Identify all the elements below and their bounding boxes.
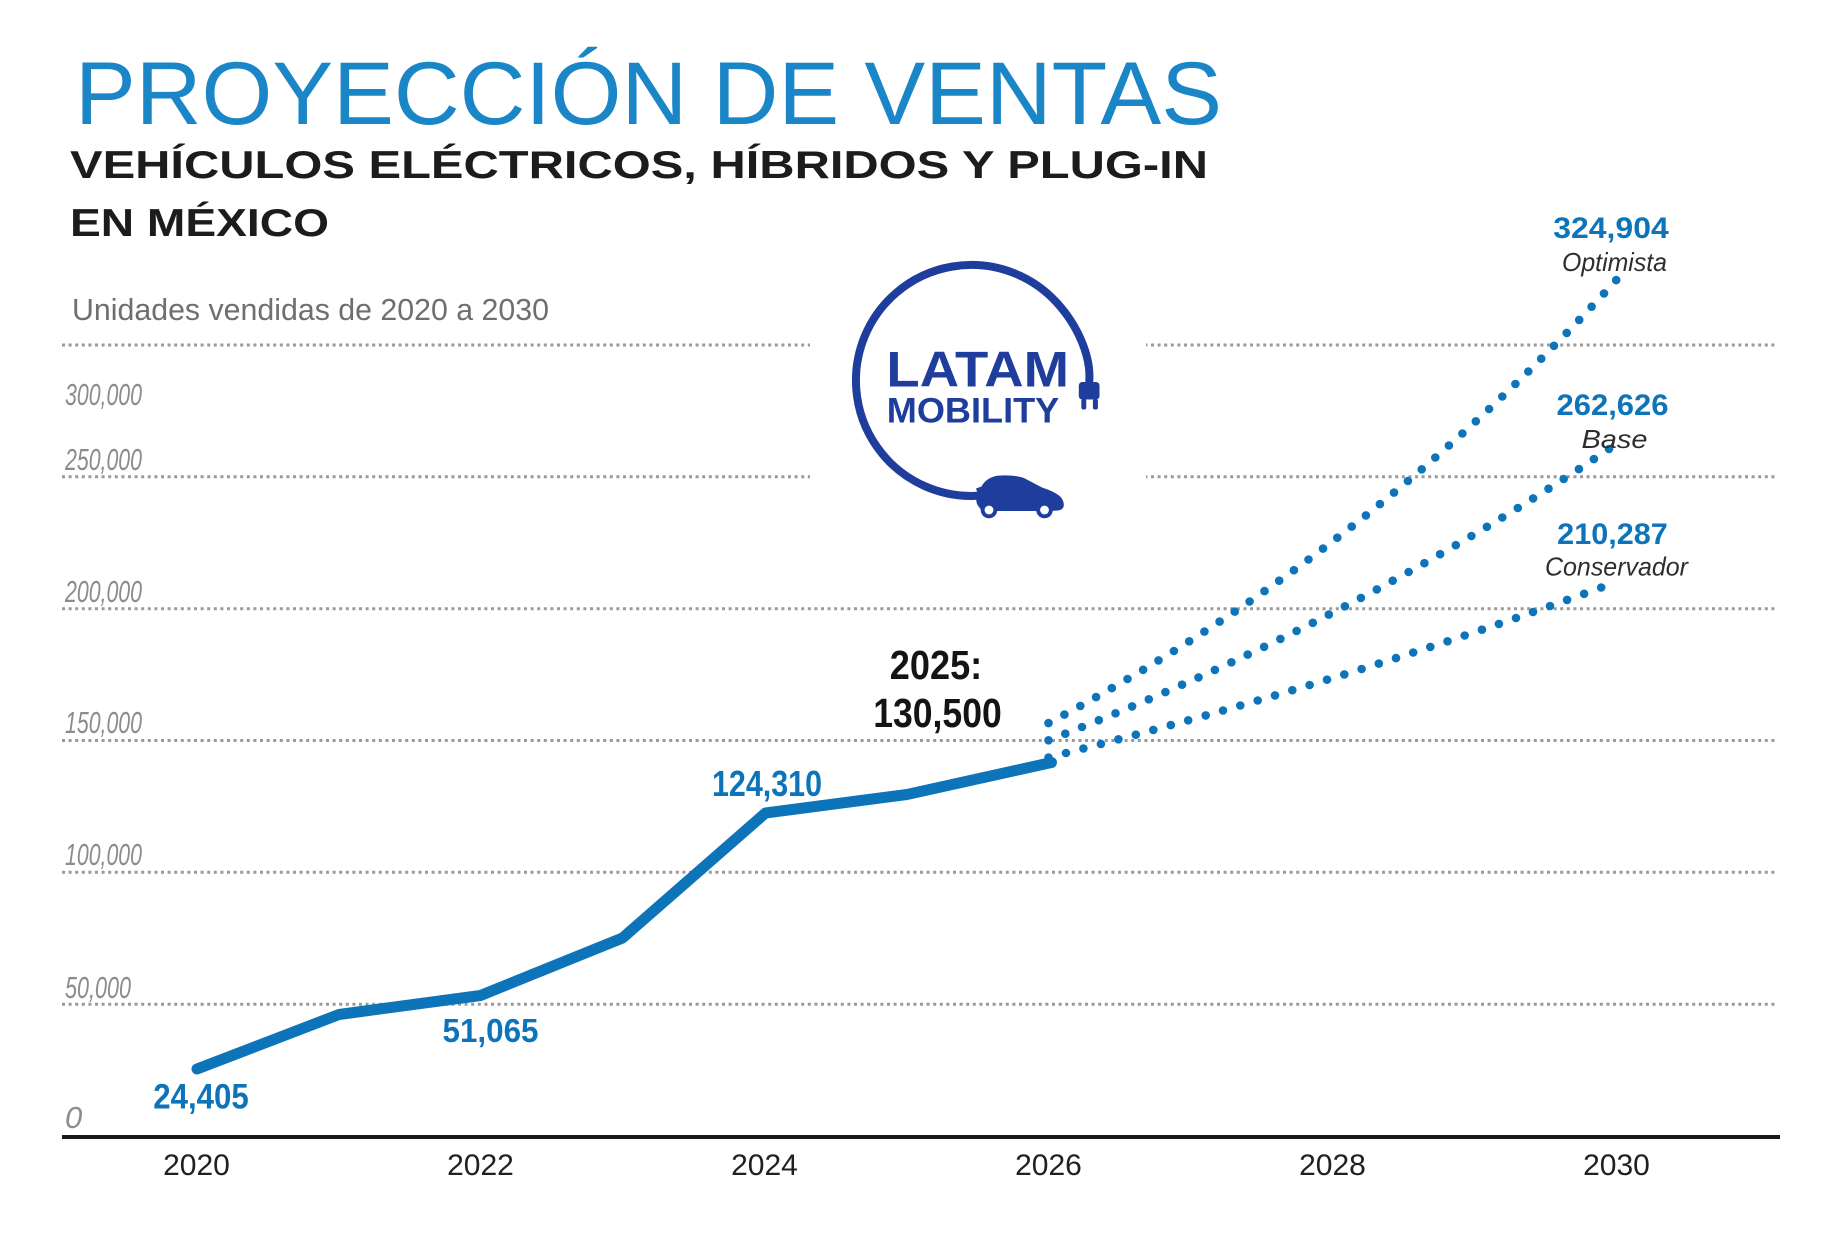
svg-text:150,000: 150,000	[65, 705, 142, 740]
svg-text:210,287: 210,287	[1557, 518, 1668, 551]
svg-text:130,500: 130,500	[873, 690, 1002, 736]
svg-text:200,000: 200,000	[64, 574, 142, 609]
svg-text:51,065: 51,065	[443, 1012, 539, 1049]
svg-text:0: 0	[65, 1100, 82, 1135]
svg-text:24,405: 24,405	[153, 1078, 249, 1117]
svg-text:2020: 2020	[163, 1149, 230, 1182]
svg-text:300,000: 300,000	[65, 377, 142, 412]
svg-text:2024: 2024	[731, 1149, 798, 1182]
svg-text:50,000: 50,000	[65, 970, 131, 1005]
svg-text:EN MÉXICO: EN MÉXICO	[70, 201, 329, 245]
svg-text:2028: 2028	[1299, 1149, 1366, 1182]
svg-text:2022: 2022	[447, 1149, 514, 1182]
svg-text:MOBILITY: MOBILITY	[887, 392, 1060, 431]
svg-text:250,000: 250,000	[64, 442, 142, 477]
svg-text:VEHÍCULOS ELÉCTRICOS, HÍBRIDOS: VEHÍCULOS ELÉCTRICOS, HÍBRIDOS Y PLUG-IN	[70, 143, 1208, 187]
svg-text:2026: 2026	[1015, 1149, 1082, 1182]
svg-text:PROYECCIÓN DE VENTAS: PROYECCIÓN DE VENTAS	[75, 43, 1222, 143]
svg-text:Unidades vendidas de 2020 a 20: Unidades vendidas de 2020 a 2030	[72, 292, 549, 327]
svg-text:2025:: 2025:	[890, 642, 982, 688]
svg-text:100,000: 100,000	[65, 837, 142, 872]
svg-text:262,626: 262,626	[1557, 389, 1669, 422]
svg-text:124,310: 124,310	[712, 763, 822, 804]
svg-text:LATAM: LATAM	[886, 341, 1069, 397]
svg-text:Optimista: Optimista	[1562, 247, 1667, 277]
svg-text:324,904: 324,904	[1553, 212, 1669, 245]
svg-text:2030: 2030	[1583, 1149, 1650, 1182]
svg-text:Conservador: Conservador	[1545, 552, 1689, 582]
svg-text:Base: Base	[1582, 424, 1648, 454]
